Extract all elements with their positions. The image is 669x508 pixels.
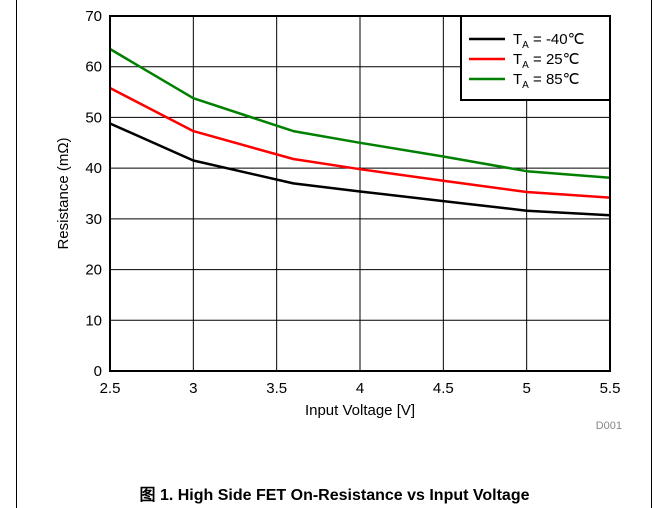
x-tick-label: 3: [189, 380, 197, 397]
legend-label-main: T: [513, 71, 522, 88]
y-tick-label: 20: [85, 262, 102, 279]
y-tick-labels: 0 10 20 30 40 50 60 70: [85, 8, 102, 380]
plot-border: [109, 15, 611, 372]
x-tick-label: 5.5: [600, 380, 621, 397]
legend: TA = -40℃TA = 25℃TA = 85℃: [460, 15, 611, 101]
legend-label-1: TA = 25℃: [513, 51, 579, 71]
y-tick-label: 10: [85, 312, 102, 329]
figure-code: D001: [596, 420, 622, 432]
y-tick-label: 70: [85, 8, 102, 25]
x-tick-label: 5: [522, 380, 530, 397]
series-line-0: [109, 122, 611, 217]
y-tick-label: 50: [85, 109, 102, 126]
y-axis-label: Resistance (mΩ): [55, 137, 72, 249]
legend-label-sub: A: [522, 60, 529, 71]
y-tick-label: 40: [85, 160, 102, 177]
legend-label-2: TA = 85℃: [513, 71, 579, 91]
figure-frame: [16, 0, 652, 508]
line-chart: 2.5 3 3.5 4 4.5 5 5.5 0 10 20 30 40 50 60 70 Input Vo…: [55, 8, 622, 432]
legend-label-0: TA = -40℃: [513, 31, 584, 51]
legend-label-main: T: [513, 31, 522, 48]
x-tick-label: 4: [356, 380, 364, 397]
legend-label-sub: A: [522, 80, 529, 91]
x-tick-labels: 2.5 3 3.5 4 4.5 5 5.5: [100, 380, 621, 397]
x-tick-label: 2.5: [100, 380, 121, 397]
x-tick-label: 3.5: [266, 380, 287, 397]
y-tick-label: 60: [85, 59, 102, 76]
x-axis-label: Input Voltage [V]: [305, 402, 415, 419]
legend-label-main: T: [513, 51, 522, 68]
legend-label-rest: = 25℃: [529, 51, 580, 68]
y-tick-label: 0: [94, 363, 102, 380]
legend-label-sub: A: [522, 40, 529, 51]
legend-label-rest: = 85℃: [529, 71, 580, 88]
y-tick-label: 30: [85, 211, 102, 228]
legend-label-rest: = -40℃: [529, 31, 585, 48]
series-lines: [109, 47, 611, 217]
x-tick-label: 4.5: [433, 380, 454, 397]
figure-caption: 图 1. High Side FET On-Resistance vs Inpu…: [139, 487, 530, 504]
series-line-1: [109, 86, 611, 199]
series-line-2: [109, 47, 611, 180]
